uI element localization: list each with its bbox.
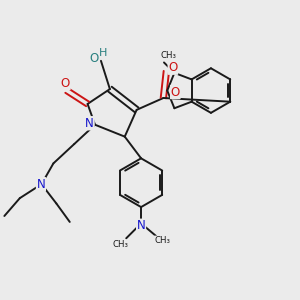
Text: N: N: [137, 219, 146, 232]
Text: O: O: [90, 52, 99, 65]
Text: O: O: [168, 61, 178, 74]
Text: O: O: [61, 76, 70, 90]
Text: N: N: [37, 178, 45, 191]
Text: H: H: [99, 47, 107, 58]
Text: CH₃: CH₃: [160, 51, 176, 60]
Text: O: O: [171, 85, 180, 98]
Text: N: N: [85, 117, 94, 130]
Text: CH₃: CH₃: [154, 236, 170, 245]
Text: CH₃: CH₃: [113, 240, 129, 249]
